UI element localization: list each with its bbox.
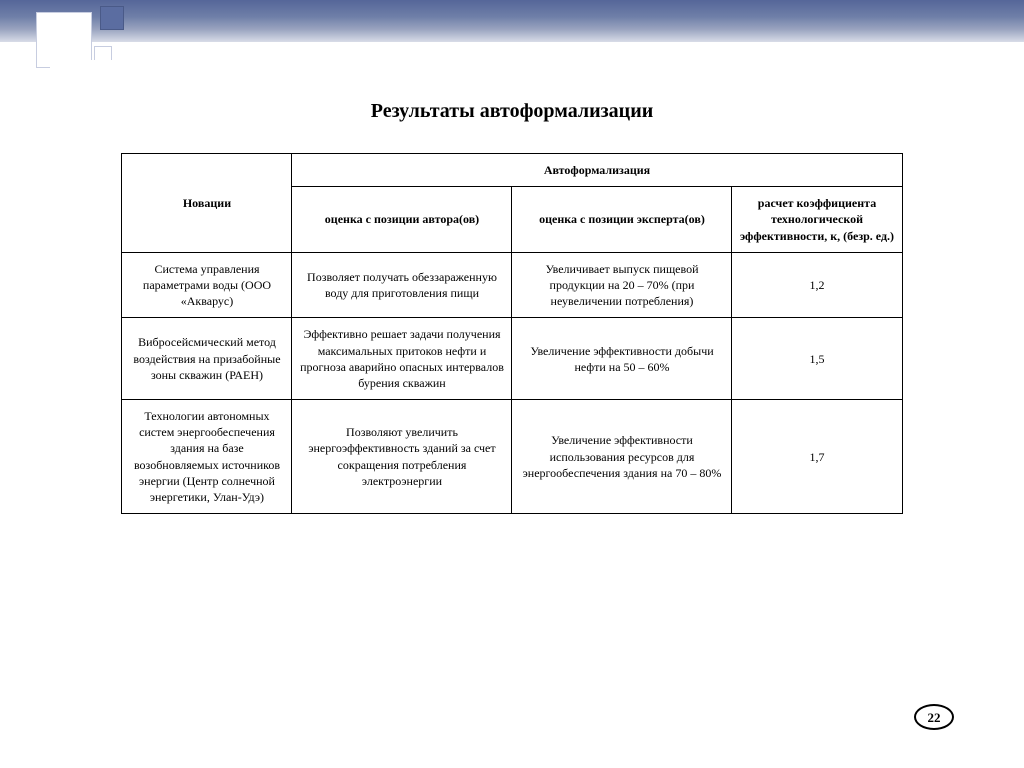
th-author-eval: оценка с позиции автора(ов) [292,187,512,253]
cell-coeff: 1,5 [732,318,902,400]
th-autoformalization: Автоформализация [292,154,902,187]
cell-novation: Система управления параметрами воды (ООО… [122,252,292,318]
slide-title: Результаты автоформализации [50,100,974,123]
page-number-badge: 22 [914,704,954,730]
cell-author: Позволяют увеличить энергоэффективность … [292,400,512,514]
results-table: Новации Автоформализация оценка с позици… [121,153,902,514]
cell-coeff: 1,7 [732,400,902,514]
th-coeff: расчет коэффициента технологической эффе… [732,187,902,253]
cell-coeff: 1,2 [732,252,902,318]
table-row: Технологии автономных систем энергообесп… [122,400,902,514]
cell-novation: Технологии автономных систем энергообесп… [122,400,292,514]
cell-author: Эффективно решает задачи получения макси… [292,318,512,400]
cell-novation: Вибросейсмический метод воздействия на п… [122,318,292,400]
th-novations: Новации [122,154,292,253]
decor-square-small-dark [100,6,124,30]
slide-body: Результаты автоформализации Новации Авто… [50,60,974,740]
th-expert-eval: оценка с позиции эксперта(ов) [512,187,732,253]
cell-expert: Увеличивает выпуск пищевой продукции на … [512,252,732,318]
cell-expert: Увеличение эффективности добычи нефти на… [512,318,732,400]
table-row: Система управления параметрами воды (ООО… [122,252,902,318]
header-gradient-bar [0,0,1024,42]
cell-expert: Увеличение эффективности использования р… [512,400,732,514]
cell-author: Позволяет получать обеззараженную воду д… [292,252,512,318]
table-header-row-1: Новации Автоформализация [122,154,902,187]
table-row: Вибросейсмический метод воздействия на п… [122,318,902,400]
